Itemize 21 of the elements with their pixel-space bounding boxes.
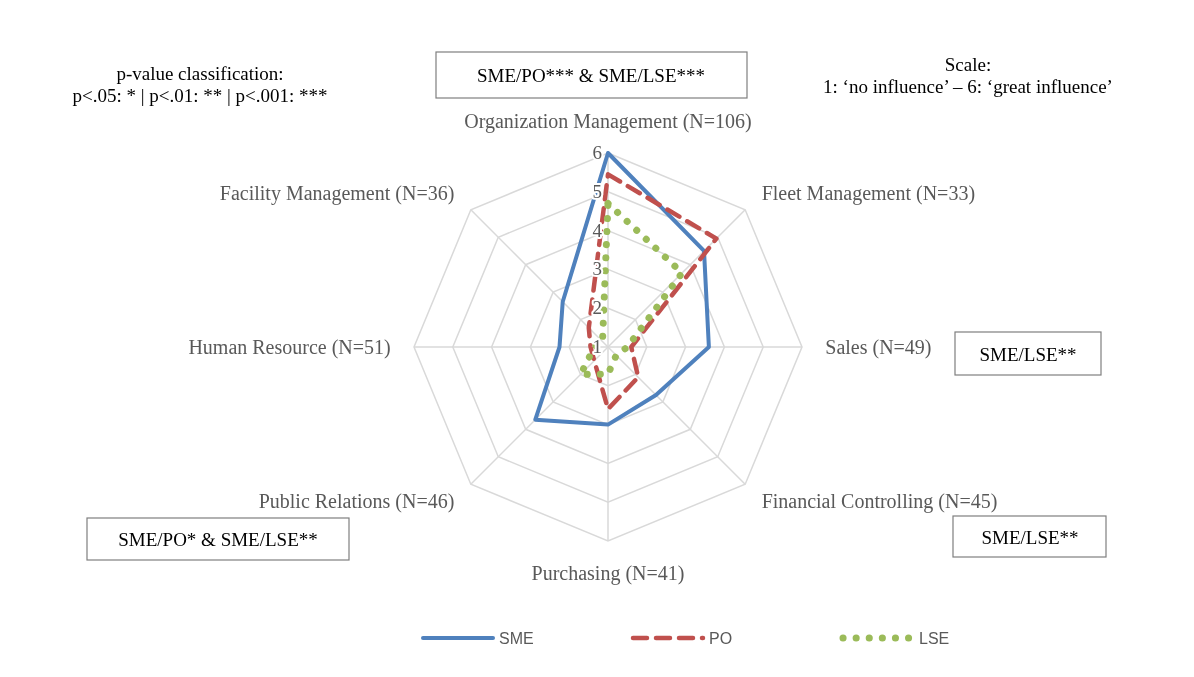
y-tick-label: 4 (592, 219, 603, 241)
spoke-label: Purchasing (N=41) (531, 562, 685, 586)
text: p-value classification: p<.05: * | p<.01: ** | p<.001: *** (72, 63, 328, 106)
spoke-label: Facility Management (N=36) (219, 182, 455, 206)
legend-label: SME (499, 630, 534, 647)
legend-label: LSE (919, 630, 950, 647)
text: Scale: 1: ‘no influence’ – 6: ‘great influence’ (823, 54, 1113, 97)
spoke-label: Human Resource (N=51) (188, 336, 391, 359)
y-tick-label: 6 (592, 142, 602, 163)
spoke-label: Organization Management (N=106) (464, 109, 752, 133)
text: SME/LSE** (979, 344, 1077, 365)
text: SME/PO*** & SME/LSE*** (476, 65, 706, 86)
y-tick-label: 3 (592, 258, 602, 280)
spoke-label: Fleet Management (N=33) (761, 182, 976, 206)
spoke-label: Public Relations (N=46) (258, 489, 455, 513)
spoke-label: Financial Controlling (N=45) (761, 489, 998, 513)
text: SME/LSE** (981, 527, 1079, 548)
spoke-label: Sales (N=49) (825, 336, 932, 359)
text: SME/PO* & SME/LSE** (118, 529, 318, 550)
y-tick-label: 2 (592, 297, 602, 319)
legend-label: PO (709, 630, 733, 647)
